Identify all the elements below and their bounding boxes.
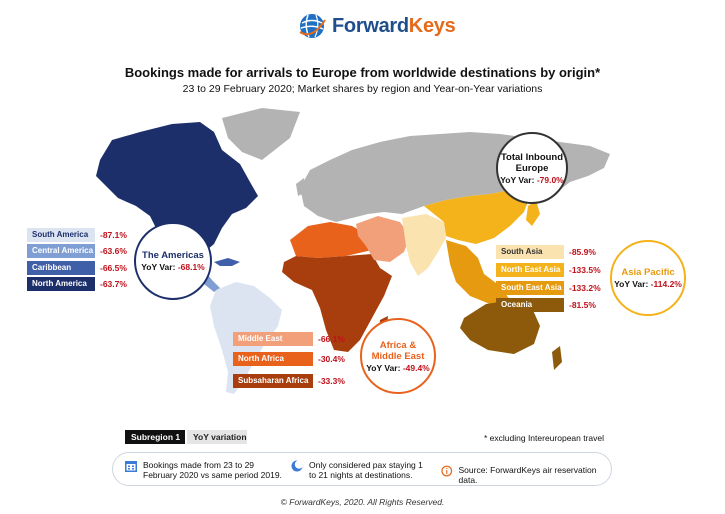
- row-south-america: South America -87.1%: [27, 228, 127, 242]
- row-value: -81.5%: [569, 300, 596, 310]
- total-label-line2: Europe: [515, 162, 549, 174]
- row-value: -63.7%: [100, 279, 127, 289]
- row-label: South Asia: [496, 245, 564, 259]
- subsaharan-africa-shape: [282, 254, 392, 352]
- africa-title-2: Middle East: [371, 350, 425, 362]
- north-africa-shape: [290, 222, 372, 258]
- legend-variation: YoY variation: [187, 430, 247, 444]
- greenland-shape: [222, 108, 300, 160]
- uk-shape: [296, 178, 306, 196]
- row-caribbean: Caribbean -66.5%: [27, 261, 127, 275]
- total-label-line1: Total Inbound: [500, 151, 564, 163]
- middle-east-shape: [356, 216, 410, 262]
- americas-title: The Americas: [142, 250, 204, 261]
- moon-icon: [291, 460, 303, 472]
- row-value: -133.2%: [569, 283, 601, 293]
- africa-title-1: Africa &: [379, 339, 417, 351]
- row-north-east-asia: North East Asia -133.5%: [496, 263, 601, 277]
- row-south-east-asia: South East Asia -133.2%: [496, 281, 601, 295]
- row-label: Subsaharan Africa: [233, 374, 313, 388]
- row-label: South East Asia: [496, 281, 564, 295]
- row-label: Middle East: [233, 332, 313, 346]
- row-label: Oceania: [496, 298, 564, 312]
- row-north-america: North America -63.7%: [27, 277, 127, 291]
- row-value: -33.3%: [318, 376, 345, 386]
- row-label: North America: [27, 277, 95, 291]
- info-bookings: Bookings made from 23 to 29 February 2020…: [125, 460, 282, 480]
- row-oceania: Oceania -81.5%: [496, 298, 596, 312]
- info-bookings-line2: February 2020 vs same period 2019.: [143, 470, 282, 480]
- legend-subregion: Subregion 1: [125, 430, 185, 444]
- info-box: Bookings made from 23 to 29 February 2020…: [112, 452, 612, 486]
- row-south-asia: South Asia -85.9%: [496, 245, 596, 259]
- footnote: * excluding Intereuropean travel: [484, 433, 605, 443]
- row-value: -133.5%: [569, 265, 601, 275]
- logo-text: ForwardKeys: [332, 14, 456, 37]
- row-label: North East Asia: [496, 263, 564, 277]
- south-asia-shape: [402, 214, 446, 276]
- row-north-africa: North Africa -30.4%: [233, 352, 345, 366]
- globe-icon: [299, 14, 326, 38]
- page-subtitle: 23 to 29 February 2020; Market shares by…: [182, 83, 543, 95]
- copyright: © ForwardKeys, 2020. All Rights Reserved…: [280, 497, 445, 507]
- info-source-text: Source: ForwardKeys air reservation data…: [458, 465, 597, 485]
- africa-var: YoY Var: -49.4%: [366, 362, 430, 373]
- total-var: YoY Var: -79.0%: [500, 174, 564, 185]
- row-middle-east: Middle East -66.1%: [233, 332, 345, 346]
- info-pax: Only considered pax staying 1 to 21 night…: [291, 460, 423, 480]
- row-label: Caribbean: [27, 261, 95, 275]
- south-east-asia-shape: [446, 240, 510, 304]
- row-label: North Africa: [233, 352, 313, 366]
- info-icon: [441, 465, 453, 477]
- new-zealand-shape: [552, 346, 562, 370]
- americas-bubble: The Americas YoY Var: -68.1%: [134, 222, 212, 300]
- row-value: -85.9%: [569, 247, 596, 257]
- page-title: Bookings made for arrivals to Europe fro…: [124, 65, 601, 80]
- asia-var: YoY Var: -114.2%: [614, 279, 682, 289]
- row-central-america: Central America -63.6%: [27, 244, 127, 258]
- japan-shape: [526, 200, 540, 226]
- total-inbound-europe-bubble: Total Inbound Europe YoY Var: -79.0%: [496, 132, 568, 204]
- row-subsaharan-africa: Subsaharan Africa -33.3%: [233, 374, 345, 388]
- calendar-icon: [125, 461, 137, 472]
- info-pax-line2: to 21 nights at destinations.: [309, 470, 413, 480]
- asia-title: Asia Pacific: [621, 267, 675, 278]
- africa-middle-east-bubble: Africa & Middle East YoY Var: -49.4%: [360, 318, 436, 394]
- row-label: Central America: [27, 244, 95, 258]
- row-value: -63.6%: [100, 246, 127, 256]
- row-value: -66.1%: [318, 334, 345, 344]
- row-value: -30.4%: [318, 354, 345, 364]
- asia-pacific-bubble: Asia Pacific YoY Var: -114.2%: [610, 240, 686, 316]
- americas-var: YoY Var: -68.1%: [141, 262, 205, 272]
- caribbean-shape: [214, 258, 240, 266]
- info-pax-line1: Only considered pax staying 1: [309, 460, 423, 470]
- forwardkeys-logo: ForwardKeys: [298, 12, 456, 40]
- row-value: -87.1%: [100, 230, 127, 240]
- info-source: Source: ForwardKeys air reservation data…: [441, 465, 611, 485]
- australia-shape: [460, 300, 540, 354]
- info-bookings-line1: Bookings made from 23 to 29: [143, 460, 255, 470]
- row-value: -66.5%: [100, 263, 127, 273]
- north-america-shape: [96, 122, 258, 264]
- north-east-asia-shape: [424, 190, 530, 244]
- row-label: South America: [27, 228, 95, 242]
